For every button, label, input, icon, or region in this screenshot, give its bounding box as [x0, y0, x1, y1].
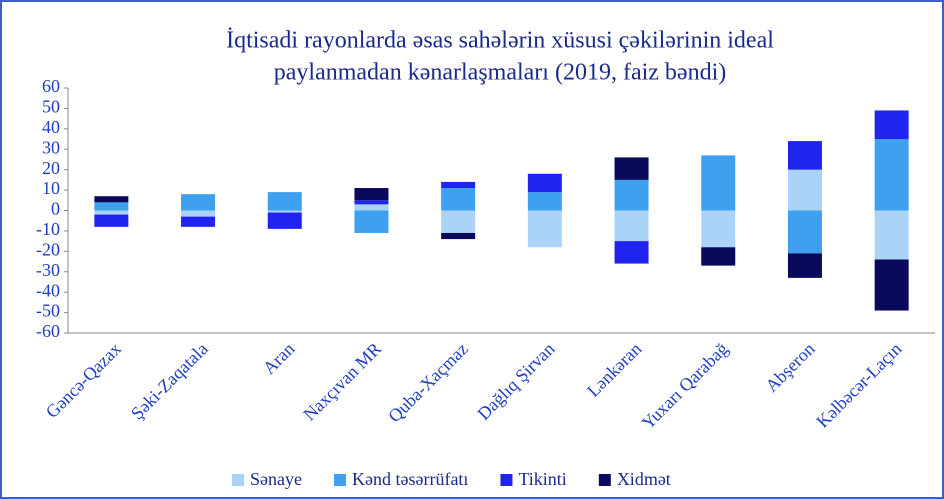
bar-segment	[267, 192, 302, 211]
y-tick-label: -50	[36, 301, 60, 321]
bar-segment	[874, 110, 909, 140]
bar-segment	[94, 202, 129, 211]
y-tick-label: 40	[42, 117, 60, 137]
bar-segment	[527, 210, 562, 248]
bar-segment	[874, 210, 909, 260]
bar-segment	[614, 157, 649, 180]
legend-label: Xidmət	[617, 469, 671, 489]
y-tick-label: -60	[36, 321, 60, 341]
y-tick-label: 30	[42, 137, 60, 157]
bar-segment	[441, 210, 476, 233]
y-tick-label: 60	[42, 76, 60, 96]
bar-segment	[354, 200, 389, 205]
bar-segment	[181, 210, 216, 217]
bar-segment	[267, 212, 302, 229]
bar-segment	[354, 210, 389, 233]
bar-segment	[614, 241, 649, 264]
bar-segment	[701, 247, 736, 266]
legend-label: Sənaye	[250, 469, 302, 489]
bar-segment	[441, 232, 476, 240]
y-tick-label: -40	[36, 280, 60, 300]
bar-segment	[614, 179, 649, 211]
y-tick-label: 0	[51, 199, 60, 219]
bar-segment	[94, 210, 129, 215]
chart-title: İqtisadi rayonlarda əsas sahələrin xüsus…	[226, 28, 774, 54]
bar-segment	[787, 141, 822, 170]
y-tick-label: -30	[36, 260, 60, 280]
bar-segment	[354, 188, 389, 201]
bar-segment	[701, 155, 736, 211]
legend-swatch	[598, 474, 611, 486]
bar-segment	[527, 192, 562, 211]
bar-segment	[267, 210, 302, 213]
bar-segment	[701, 210, 736, 248]
y-tick-label: 10	[42, 178, 60, 198]
bar-segment	[181, 216, 216, 227]
bar-segment	[441, 181, 476, 189]
bar-segment	[787, 210, 822, 254]
legend-label: Kənd təsərrüfatı	[352, 469, 468, 489]
legend-swatch	[232, 474, 244, 486]
bar-segment	[787, 253, 822, 278]
bar-segment	[181, 194, 216, 211]
bar-segment	[94, 214, 129, 227]
y-tick-label: 20	[42, 158, 60, 178]
bar-segment	[874, 259, 909, 311]
bar-segment	[787, 169, 822, 211]
bar-segment	[614, 210, 649, 242]
bar-segment	[441, 188, 476, 211]
chart-title: paylanmadan kənarlaşmaları (2019, faiz b…	[274, 60, 726, 86]
y-tick-label: 50	[42, 97, 60, 117]
legend-label: Tikinti	[518, 469, 566, 489]
bar-segment	[874, 139, 909, 211]
legend-swatch	[333, 474, 346, 486]
bar-segment	[527, 173, 562, 193]
y-tick-label: -10	[36, 219, 60, 239]
y-tick-label: -20	[36, 239, 60, 259]
legend-swatch	[500, 474, 513, 486]
bar-segment	[94, 196, 129, 203]
bar-segment	[354, 204, 389, 211]
